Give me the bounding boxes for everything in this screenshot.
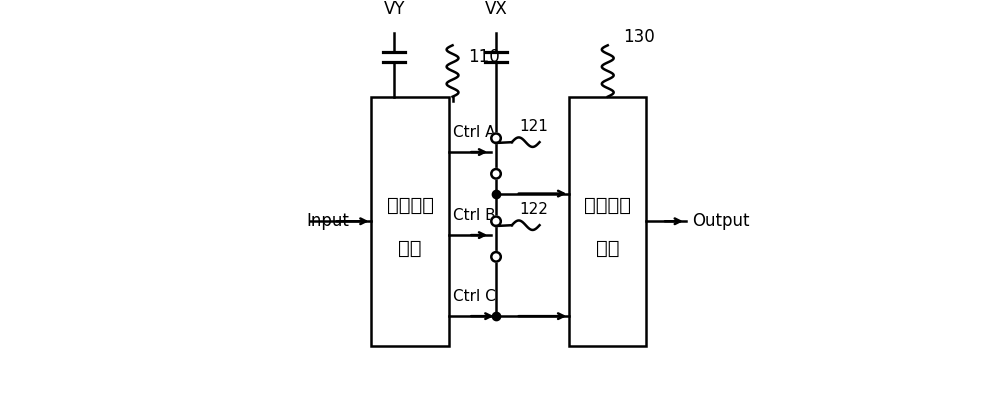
Circle shape: [491, 252, 501, 261]
Text: 110: 110: [468, 48, 500, 66]
Text: 电路输出: 电路输出: [584, 196, 631, 215]
Bar: [569, 97, 646, 346]
Text: 121: 121: [520, 119, 549, 134]
Text: VY: VY: [383, 0, 405, 17]
Text: 动态控制: 动态控制: [387, 196, 434, 215]
Text: 122: 122: [520, 202, 549, 217]
Text: Ctrl B: Ctrl B: [453, 208, 495, 223]
Circle shape: [491, 169, 501, 178]
Circle shape: [491, 134, 501, 143]
Text: Output: Output: [692, 212, 749, 230]
Text: Ctrl A: Ctrl A: [453, 125, 495, 140]
Circle shape: [491, 217, 501, 226]
Text: Input: Input: [306, 212, 349, 230]
Bar: [371, 97, 449, 346]
Text: 单元: 单元: [398, 239, 422, 259]
Text: Ctrl C: Ctrl C: [453, 289, 495, 304]
Text: VX: VX: [485, 0, 507, 17]
Text: 130: 130: [624, 28, 655, 46]
Text: 单元: 单元: [596, 239, 619, 259]
